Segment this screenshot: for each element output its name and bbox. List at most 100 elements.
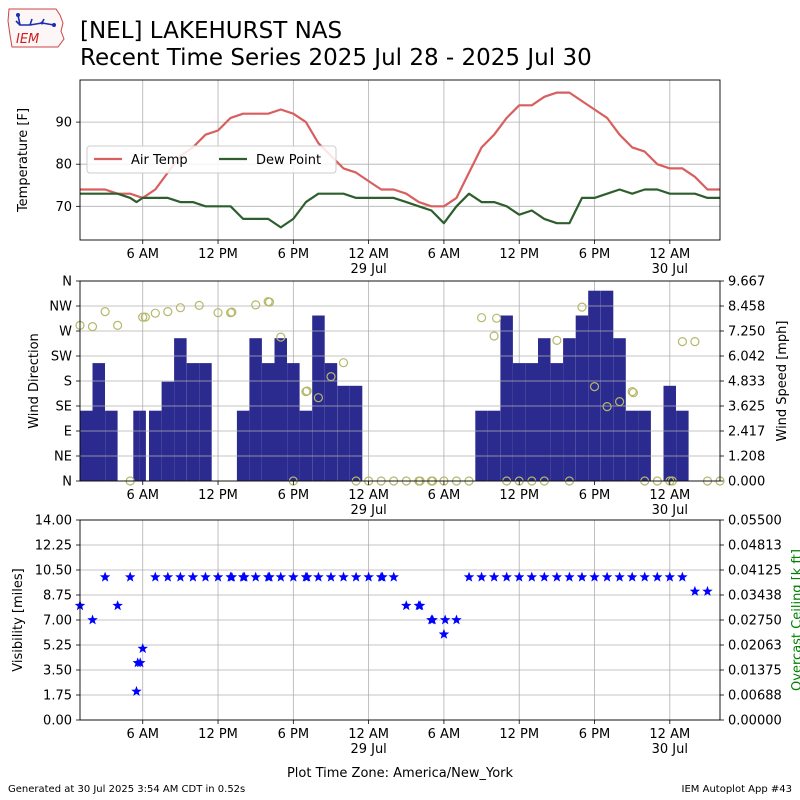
visibility-point bbox=[87, 614, 98, 625]
y-tick-label: NE bbox=[54, 450, 72, 465]
wind-speed-bar bbox=[563, 338, 576, 481]
visibility-point bbox=[526, 571, 537, 582]
wind-direction-point bbox=[251, 300, 261, 310]
x-tick-label: 12 PM bbox=[499, 727, 539, 742]
visibility-point bbox=[702, 585, 713, 596]
wind-speed-bar bbox=[105, 410, 118, 481]
y-axis-label: Temperature [F] bbox=[16, 108, 31, 213]
visibility-point bbox=[226, 571, 238, 582]
x-tick-label: 6 PM bbox=[579, 727, 610, 742]
y2-axis-label: Wind Speed [mph] bbox=[775, 321, 790, 442]
network-lines-icon bbox=[15, 14, 55, 26]
wind-direction-point bbox=[227, 307, 237, 317]
wind-direction-point bbox=[628, 388, 639, 398]
y-tick-label: S bbox=[64, 375, 72, 390]
wind-direction-point bbox=[326, 372, 336, 382]
y-tick-label: N bbox=[62, 475, 72, 490]
legend-box bbox=[86, 145, 337, 174]
wind-direction-point bbox=[175, 303, 185, 313]
wind-direction-point bbox=[489, 331, 499, 341]
y2-tick-label: 8.458 bbox=[728, 300, 765, 315]
wind-speed-bar bbox=[262, 363, 275, 481]
wind-speed-bar bbox=[139, 410, 146, 481]
visibility-point bbox=[576, 571, 588, 582]
y-tick-label: SW bbox=[51, 350, 72, 365]
wind-direction-point bbox=[338, 358, 349, 368]
wind-speed-bar bbox=[676, 410, 689, 481]
iowa-state-outline bbox=[7, 8, 65, 48]
y-tick-label: 10.50 bbox=[35, 564, 72, 579]
visibility-point bbox=[162, 571, 174, 582]
wind-speed-bar bbox=[625, 410, 639, 481]
wind-direction-point bbox=[100, 307, 110, 317]
x-tick-label: 12 PM bbox=[499, 247, 539, 262]
wind-speed-bar bbox=[337, 385, 350, 481]
wind-direction-point bbox=[112, 320, 123, 330]
wind-speed-bar bbox=[638, 410, 651, 481]
temperature-panel: 70 80 90 Air Temp Dew Point 6 AM 12 PM 6 PM 12 A… bbox=[16, 79, 721, 277]
visibility-point bbox=[275, 571, 286, 582]
y-tick-label: 0.00 bbox=[43, 714, 72, 729]
wind-direction-point bbox=[150, 308, 160, 318]
y-tick-label: 80 bbox=[55, 158, 72, 173]
y-tick-label: E bbox=[64, 425, 72, 440]
x-tick-label: 6 PM bbox=[278, 488, 309, 503]
wind-speed-bar bbox=[312, 315, 325, 481]
series-line-dew-point bbox=[80, 188, 720, 229]
visibility-point bbox=[313, 571, 324, 582]
wind-direction-point bbox=[87, 322, 98, 332]
wind-direction-point bbox=[577, 302, 587, 312]
visibility-point bbox=[112, 600, 123, 611]
x-tick-label: 12 AM bbox=[649, 488, 690, 503]
x-tick-label: 12 AM bbox=[348, 727, 389, 742]
y2-tick-label: 0.04813 bbox=[728, 539, 782, 554]
x-tick-date-label: 29 Jul bbox=[350, 742, 386, 757]
x-tick-label: 6 AM bbox=[126, 488, 159, 503]
wind-direction-point bbox=[492, 313, 502, 323]
visibility-point bbox=[137, 643, 148, 653]
x-tick-label: 12 AM bbox=[649, 727, 690, 742]
wind-direction-point bbox=[276, 332, 286, 342]
y2-tick-label: 7.250 bbox=[728, 325, 765, 340]
y-tick-label: 90 bbox=[55, 116, 72, 131]
wind-direction-point bbox=[163, 307, 173, 317]
wind-speed-bar bbox=[349, 385, 363, 481]
wind-direction-point bbox=[194, 300, 204, 310]
wind-speed-bar bbox=[186, 363, 200, 481]
visibility-point bbox=[451, 614, 462, 625]
y2-tick-label: 0.04125 bbox=[728, 564, 782, 579]
wind-direction-point bbox=[589, 382, 600, 392]
x-tick-label: 12 AM bbox=[348, 247, 389, 262]
wind-speed-bar bbox=[512, 363, 526, 481]
visibility-point bbox=[125, 571, 136, 582]
wind-speed-bar bbox=[174, 338, 187, 481]
visibility-point bbox=[589, 571, 600, 582]
plot-frame bbox=[79, 519, 721, 721]
legend-label: Air Temp bbox=[131, 153, 188, 168]
plot-frame bbox=[79, 79, 721, 241]
visibility-point bbox=[463, 571, 475, 582]
visibility-point bbox=[250, 571, 261, 582]
wind-speed-bar bbox=[133, 410, 140, 481]
x-tick-label: 6 AM bbox=[428, 727, 461, 742]
wind-speed-bar bbox=[149, 410, 162, 481]
y-tick-label: 7.00 bbox=[43, 614, 72, 629]
wind-speed-bar bbox=[324, 363, 338, 481]
y2-tick-label: 0.000 bbox=[728, 475, 765, 490]
wind-speed-bar bbox=[613, 338, 626, 481]
wind-panel: N NE E SE S SW W NW N 0.000 1.208 2.417 3.625 4.833 6.… bbox=[27, 275, 790, 519]
visibility-point bbox=[501, 571, 512, 582]
visibility-point bbox=[514, 571, 525, 582]
visibility-point bbox=[325, 571, 337, 582]
wind-direction-point bbox=[313, 393, 323, 403]
wind-speed-bar bbox=[199, 363, 212, 481]
wind-speed-bar bbox=[249, 338, 262, 481]
wind-speed-bar bbox=[538, 338, 551, 481]
visibility-point bbox=[288, 571, 299, 582]
y2-tick-label: 9.667 bbox=[728, 275, 765, 290]
visibility-point bbox=[175, 571, 186, 582]
y2-tick-label: 6.042 bbox=[728, 350, 765, 365]
y-tick-label: SE bbox=[56, 400, 72, 415]
visibility-point bbox=[150, 571, 161, 582]
x-tick-label: 12 PM bbox=[198, 727, 238, 742]
